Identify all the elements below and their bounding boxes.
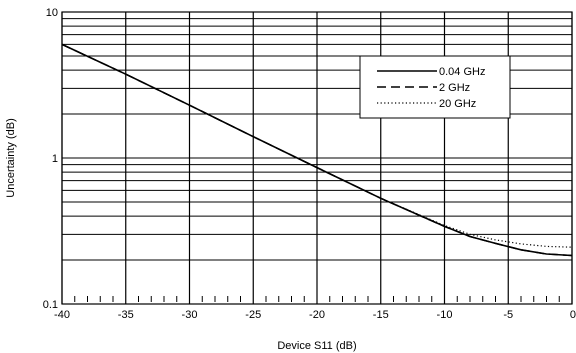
x-tick-label: -20 — [309, 309, 325, 321]
x-tick-label: -35 — [118, 309, 134, 321]
legend-label: 20 GHz — [439, 98, 476, 110]
legend: 0.04 GHz 2 GHz 20 GHz — [359, 55, 511, 119]
x-tick-label: -30 — [182, 309, 198, 321]
y-tick-labels: 0.1 1 10 — [43, 7, 58, 311]
plot-frame — [61, 11, 573, 305]
legend-label: 2 GHz — [439, 82, 470, 94]
series-line — [61, 43, 573, 257]
legend-label: 0.04 GHz — [439, 66, 485, 78]
x-tick-label: 0 — [570, 309, 576, 321]
x-tick-label: -40 — [54, 309, 70, 321]
x-tick-label: -15 — [373, 309, 389, 321]
y-tick-label: 10 — [46, 7, 58, 19]
y-tick-label: 0.1 — [43, 299, 58, 311]
x-tick-label: -5 — [503, 309, 513, 321]
y-axis-label: Uncertainty (dB) — [5, 118, 17, 197]
x-axis-label: Device S11 (dB) — [277, 340, 356, 352]
x-tick-label: -25 — [245, 309, 261, 321]
y-tick-label: 1 — [52, 153, 58, 165]
x-tick-labels: -40 -35 -30 -25 -20 -15 -10 -5 0 — [54, 309, 576, 321]
series-lines — [61, 43, 573, 257]
minor-ticks — [74, 296, 560, 302]
x-tick-label: -10 — [437, 309, 453, 321]
